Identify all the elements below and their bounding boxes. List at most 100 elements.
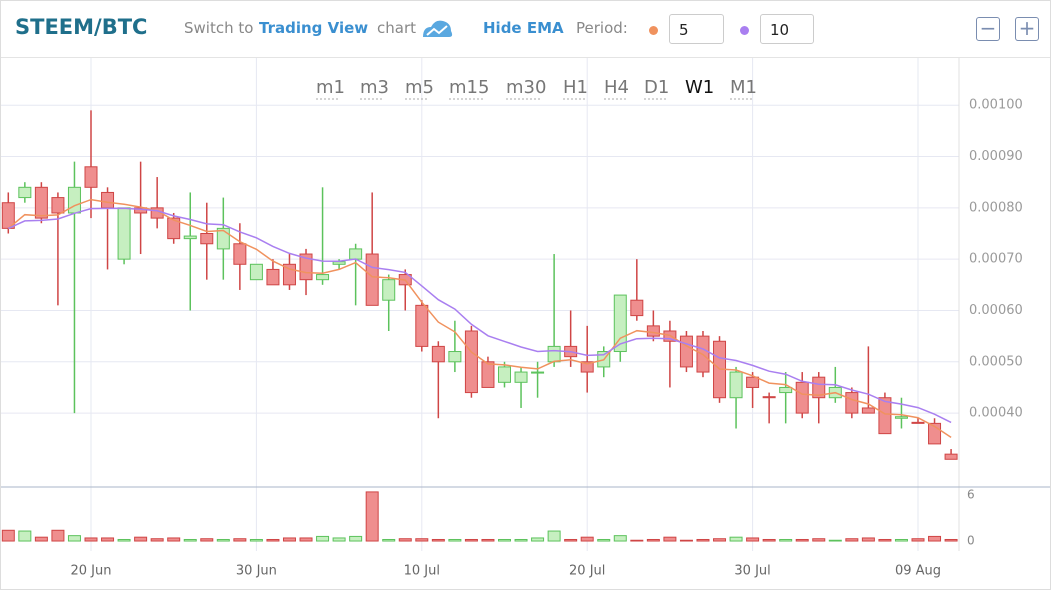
candle-body [316, 274, 330, 281]
candle-body [233, 243, 247, 265]
candle-body [117, 207, 131, 260]
volume-bar [762, 538, 776, 542]
volume-bar [67, 535, 81, 542]
volume-bar [531, 537, 545, 542]
volume-bar [679, 539, 693, 542]
candle-body [580, 361, 594, 373]
volume-tick-label: 6 [967, 487, 975, 501]
timeframe-button[interactable]: m30 [506, 77, 546, 98]
zoom-in[interactable]: + [1015, 17, 1039, 41]
candle-body [431, 345, 445, 363]
candle-body [332, 261, 346, 265]
volume-bar [713, 538, 727, 542]
candle-body [67, 186, 81, 214]
candle-body [746, 376, 760, 388]
candle-body [944, 453, 958, 460]
candle-body [216, 227, 230, 250]
ema-dot [649, 26, 658, 35]
volume-bar [498, 538, 511, 542]
volume-bar [150, 538, 164, 542]
volume-bar [448, 538, 462, 542]
candle-body [861, 407, 875, 414]
timeframe-button[interactable]: H4 [604, 77, 629, 98]
trading-view-link[interactable]: Trading View [259, 19, 369, 37]
volume-bar [332, 537, 346, 542]
candle-body [51, 197, 65, 214]
volume-bar [878, 538, 892, 542]
ema-line [7, 207, 952, 424]
candle-body [481, 361, 495, 388]
volume-bar [299, 537, 313, 542]
y-tick-label: 0.00060 [969, 303, 1023, 318]
volume-bar [134, 536, 148, 542]
period-input[interactable]: 10 [760, 14, 814, 44]
timeframe-button[interactable]: D1 [644, 77, 669, 98]
volume-bar [34, 536, 48, 542]
hide-ema[interactable]: Hide EMA [483, 19, 564, 37]
candle-body [18, 186, 32, 199]
y-tick-label: 0.00040 [969, 406, 1023, 421]
volume-tick-label: 0 [967, 534, 975, 548]
timeframe-button[interactable]: m1 [316, 77, 345, 98]
volume-bar [514, 538, 528, 542]
volume-bar [101, 537, 115, 542]
candle-body [84, 166, 98, 188]
volume-bar [464, 538, 478, 542]
volume-bar [663, 536, 677, 542]
volume-bar [630, 539, 644, 542]
candle-body [630, 299, 644, 317]
candle-body [911, 421, 925, 424]
volume-bar [167, 537, 181, 542]
volume-bar [382, 538, 396, 542]
ema-dot [740, 26, 749, 35]
volume-bar [316, 535, 330, 542]
timeframe-button[interactable]: W1 [685, 77, 714, 98]
y-tick-label: 0.00050 [969, 354, 1023, 369]
candle-body [894, 416, 908, 419]
timeframe-button[interactable]: M1 [730, 77, 757, 98]
volume-bar [746, 537, 760, 542]
volume-bar [613, 535, 627, 542]
zoom-out[interactable]: − [976, 17, 1000, 41]
volume-bar [729, 536, 743, 542]
volume-bar [18, 530, 32, 542]
candle-body [531, 371, 545, 374]
candle-body [498, 366, 511, 383]
volume-bar [117, 538, 131, 542]
volume-bar [779, 538, 793, 542]
candle-body [845, 392, 859, 414]
volume-bar [233, 538, 247, 542]
timeframe-button[interactable]: m3 [360, 77, 389, 98]
volume-bar [1, 529, 15, 542]
y-tick-label: 0.00090 [969, 149, 1023, 164]
volume-bar [481, 538, 495, 542]
volume-bar [200, 538, 214, 542]
volume-bar [183, 538, 197, 542]
volume-bar [861, 537, 875, 542]
candle-body [646, 325, 660, 337]
timeframe-button[interactable]: H1 [563, 77, 588, 98]
volume-bar [547, 530, 561, 542]
candle-body [249, 263, 263, 281]
volume-bar [646, 538, 660, 542]
candle-body [779, 386, 793, 394]
timeframe-button[interactable]: m15 [449, 77, 489, 98]
candle-body [365, 253, 379, 306]
y-tick-label: 0.00080 [969, 200, 1023, 215]
pair-title: STEEM/BTC [15, 15, 148, 39]
header: STEEM/BTC Switch to Trading View chart H… [1, 1, 1050, 58]
candle-body [415, 304, 429, 347]
volume-bar [944, 538, 958, 542]
candle-body [183, 235, 197, 240]
volume-bar [812, 538, 826, 542]
candle-body [448, 351, 462, 363]
candle-body [167, 217, 181, 240]
timeframe-button[interactable]: m5 [405, 77, 434, 98]
volume-bar [597, 538, 611, 542]
trading-view-icon [423, 20, 453, 37]
volume-bar [282, 537, 296, 542]
candle-body [729, 371, 743, 399]
x-tick-label: 09 Aug [895, 564, 941, 579]
period-input[interactable]: 5 [669, 14, 724, 44]
